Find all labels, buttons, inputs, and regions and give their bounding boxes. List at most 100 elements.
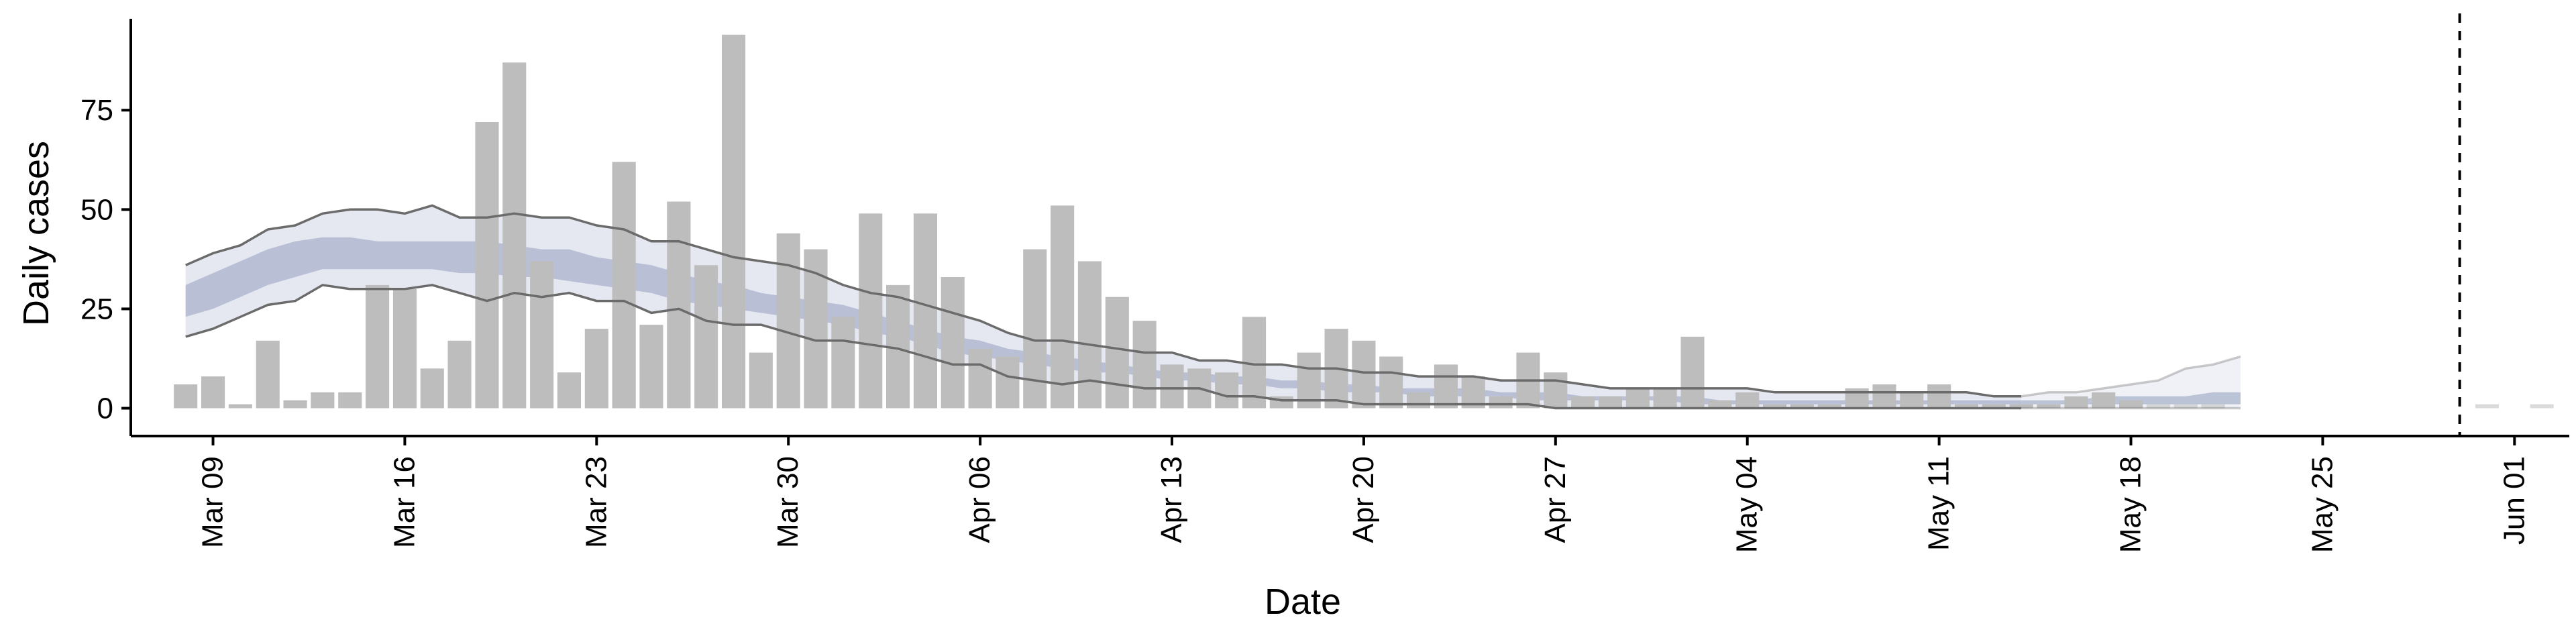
case-bar — [1407, 392, 1431, 409]
case-bar — [201, 376, 225, 409]
case-bar — [256, 340, 280, 409]
y-tick-label: 25 — [80, 292, 113, 325]
y-axis-title: Daily cases — [16, 141, 56, 326]
case-bar — [584, 329, 608, 409]
case-bar — [1434, 364, 1458, 409]
case-bar — [475, 122, 499, 409]
case-bar — [1900, 392, 1924, 409]
case-bar — [1982, 404, 2006, 409]
case-bar — [996, 356, 1020, 409]
x-tick-label: Apr 20 — [1347, 456, 1380, 543]
outer-band — [185, 205, 2022, 409]
lower-bound-line — [185, 284, 2022, 410]
x-tick-label: May 04 — [1731, 456, 1764, 553]
y-tick-label: 50 — [80, 193, 113, 226]
case-bar — [2009, 404, 2033, 409]
x-tick-label: May 11 — [1923, 456, 1955, 551]
y-tick-label: 0 — [97, 392, 113, 425]
case-bar — [913, 213, 937, 409]
x-tick-label: May 18 — [2114, 456, 2147, 553]
case-bar — [831, 317, 855, 409]
case-bar — [859, 213, 883, 409]
case-bar — [1735, 392, 1760, 409]
case-bar — [2064, 396, 2088, 409]
case-bar — [283, 400, 307, 409]
case-bar — [1763, 404, 1787, 409]
case-bar — [1379, 356, 1403, 409]
case-bar — [530, 261, 554, 409]
case-bar — [2037, 404, 2061, 409]
case-bar — [639, 325, 663, 409]
case-bar — [1297, 352, 1321, 409]
x-tick-label: Mar 23 — [580, 456, 612, 548]
ticks-layer: 0 25 50 75 Mar 09 Mar 16 Mar 23 Mar 30 Apr 06 Apr… — [80, 94, 2530, 553]
bars-layer — [174, 34, 2554, 409]
case-bar — [557, 372, 581, 409]
case-bar — [1872, 384, 1896, 409]
case-bar — [722, 34, 746, 409]
case-bar — [1571, 396, 1595, 409]
x-tick-label: Apr 27 — [1539, 456, 1572, 543]
axes-layer — [129, 13, 2569, 437]
case-bar — [1927, 384, 1951, 409]
case-bar — [749, 352, 773, 409]
case-bar — [1023, 249, 1047, 409]
case-bar — [2475, 404, 2499, 409]
case-bar — [667, 201, 691, 409]
case-bar — [694, 265, 718, 409]
case-bar — [1954, 404, 1978, 409]
case-bar — [1160, 364, 1184, 409]
case-bar — [366, 284, 390, 409]
case-bar — [2201, 404, 2225, 409]
case-bar — [968, 348, 992, 409]
outer-band-forecast — [2021, 356, 2241, 409]
case-bar — [1680, 336, 1705, 409]
case-bar — [2146, 404, 2170, 409]
x-tick-label: May 25 — [2306, 456, 2339, 553]
case-bar — [1598, 396, 1622, 409]
case-bar — [1489, 396, 1513, 409]
x-tick-label: Apr 06 — [963, 456, 996, 543]
case-bar — [1817, 404, 1841, 409]
case-bar — [1625, 388, 1650, 409]
case-bar — [392, 288, 417, 409]
case-bar — [1461, 376, 1485, 409]
bound-lines-layer — [185, 204, 2241, 410]
case-bar — [2119, 400, 2143, 409]
case-bar — [338, 392, 362, 409]
case-bar — [1653, 388, 1677, 409]
case-bar — [2174, 404, 2198, 409]
x-tick-label: Mar 16 — [388, 456, 421, 548]
case-bar — [228, 404, 252, 409]
case-bar — [2092, 392, 2116, 409]
case-bar — [612, 162, 636, 409]
case-bar — [2530, 404, 2554, 409]
x-tick-label: Apr 13 — [1155, 456, 1188, 543]
case-bar — [1790, 404, 1814, 409]
case-bar — [941, 277, 965, 409]
upper-bound-line — [185, 204, 2022, 398]
case-bar — [311, 392, 335, 409]
case-bar — [1352, 340, 1376, 409]
y-tick-label: 75 — [80, 94, 113, 127]
case-bar — [1077, 261, 1102, 409]
case-bar — [447, 340, 472, 409]
case-bar — [420, 368, 444, 409]
case-bar — [502, 62, 527, 409]
x-axis-title: Date — [1265, 582, 1341, 622]
x-tick-label: Mar 30 — [771, 456, 804, 548]
case-bar — [174, 384, 198, 409]
case-bar — [1132, 321, 1157, 409]
case-bar — [1105, 297, 1129, 409]
case-bar — [776, 233, 800, 409]
case-bar — [1215, 372, 1239, 409]
inner-band — [185, 237, 2022, 405]
case-bar — [1544, 372, 1568, 409]
case-bar — [1051, 205, 1075, 409]
x-tick-label: Jun 01 — [2498, 456, 2530, 545]
case-bar — [1708, 400, 1732, 409]
x-tick-label: Mar 09 — [197, 456, 229, 548]
upper-bound-line-forecast — [2021, 355, 2241, 398]
